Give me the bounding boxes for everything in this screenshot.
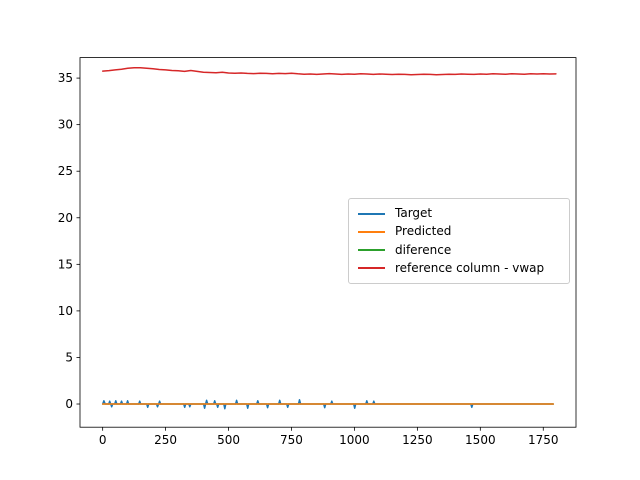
y-tick-label: 0 [65,397,73,411]
y-tick-label: 30 [58,118,73,132]
y-tick-label: 20 [58,211,73,225]
y-tick-label: 10 [58,304,73,318]
legend-line-swatch-diference [358,249,385,252]
axes-frame [79,57,577,428]
y-tick-label: 5 [65,350,73,364]
y-tick-label: 35 [58,71,73,85]
y-tick-label: 25 [58,164,73,178]
legend-label-predicted: Predicted [395,224,452,239]
legend-label-target: Target [395,206,433,220]
series-line-reference-column-vwap [101,66,557,76]
legend-label-diference: diference [395,242,452,257]
legend-label-reference-vwap: reference column - vwap [395,260,545,275]
legend-line-swatch-target [358,212,385,215]
x-tick-label: 500 [217,433,240,447]
legend-line-swatch-reference-vwap [358,267,385,270]
legend-entry-reference-vwap: reference column - vwap [358,261,561,276]
legend-entry-target: Target [358,206,561,221]
legend-entry-predicted: Predicted [358,224,561,239]
x-tick-label: 1500 [465,433,496,447]
x-tick-label: 750 [280,433,303,447]
legend: Target Predicted diference reference col… [348,198,570,284]
y-tick-label: 15 [58,257,73,271]
x-tick-label: 250 [154,433,177,447]
x-tick-label: 1750 [528,433,559,447]
series-line-target [101,399,555,410]
legend-line-swatch-predicted [358,230,385,233]
legend-entry-diference: diference [358,243,561,258]
x-tick-label: 0 [99,433,107,447]
x-tick-label: 1250 [402,433,433,447]
x-tick-label: 1000 [339,433,370,447]
